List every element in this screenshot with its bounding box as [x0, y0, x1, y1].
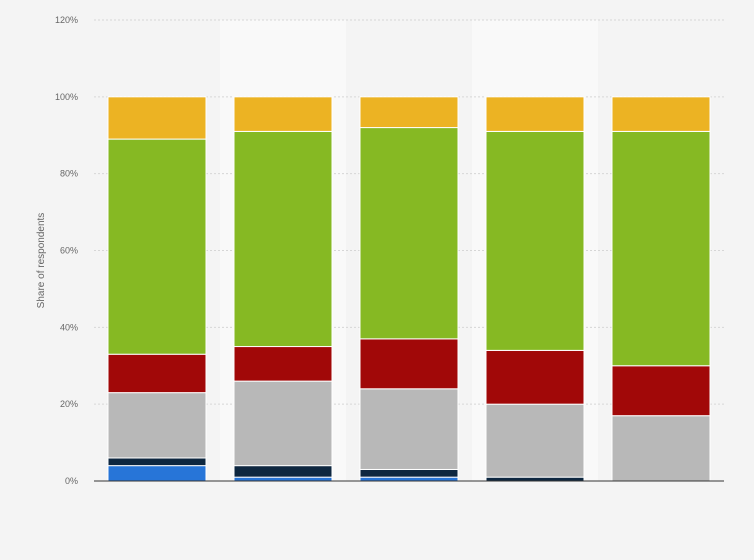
bar-segment: [611, 96, 711, 132]
bar-segment: [233, 96, 333, 132]
y-tick-label: 100%: [55, 92, 78, 102]
y-tick-label: 40%: [60, 322, 78, 332]
bar-segment: [485, 403, 585, 478]
bar-segment: [107, 138, 207, 355]
bar-segment: [485, 476, 585, 482]
bar-segment: [485, 130, 585, 351]
y-tick-label: 80%: [60, 169, 78, 179]
bar-segment: [359, 127, 459, 340]
bar-segment: [359, 338, 459, 390]
y-tick-label: 20%: [60, 399, 78, 409]
bar-segment: [233, 380, 333, 467]
y-tick-label: 120%: [55, 15, 78, 25]
bar-segment: [485, 96, 585, 132]
bar-segment: [611, 130, 711, 367]
bar-segment: [485, 349, 585, 405]
bar-segment: [107, 96, 207, 140]
bar-segment: [233, 346, 333, 382]
bar-segment: [359, 476, 459, 482]
bar-segment: [359, 388, 459, 470]
bar-segment: [107, 392, 207, 459]
bar-segment: [359, 96, 459, 129]
bar-segment: [359, 468, 459, 478]
y-tick-label: 0%: [65, 476, 78, 486]
bar-segment: [107, 465, 207, 482]
bar-segment: [233, 476, 333, 482]
bar-segment: [107, 457, 207, 467]
bar-segment: [611, 365, 711, 417]
bar-segment: [233, 130, 333, 348]
y-tick-label: 60%: [60, 246, 78, 256]
bar-segment: [611, 415, 711, 482]
bar-segment: [233, 465, 333, 478]
bar-segment: [107, 353, 207, 394]
y-axis-label: Share of respondents: [36, 213, 47, 309]
